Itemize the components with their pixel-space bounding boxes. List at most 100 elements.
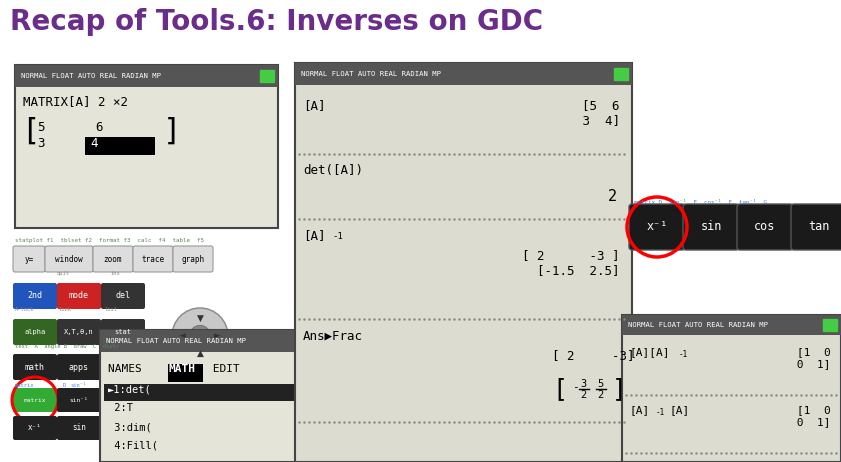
Text: D: D [63, 383, 66, 388]
Text: statplot f1  tblset f2  format f3  calc  f4  table  f5: statplot f1 tblset f2 format f3 calc f4 … [15, 238, 204, 243]
Circle shape [172, 308, 228, 364]
FancyBboxPatch shape [173, 246, 213, 272]
Text: ]: ] [612, 377, 627, 401]
Text: sin⁻¹: sin⁻¹ [70, 397, 88, 402]
Text: NAMES: NAMES [108, 364, 149, 374]
Text: ▼: ▼ [197, 314, 204, 323]
Text: stat: stat [114, 329, 131, 335]
Text: NORMAL FLOAT AUTO REAL RADIAN MP: NORMAL FLOAT AUTO REAL RADIAN MP [106, 338, 246, 344]
Text: [: [ [552, 377, 567, 401]
Text: 2: 2 [580, 390, 586, 400]
FancyBboxPatch shape [13, 319, 57, 345]
Text: ins: ins [110, 271, 120, 276]
Text: alpha: alpha [24, 329, 45, 335]
Text: sin⁻¹: sin⁻¹ [70, 383, 87, 388]
Text: 2nd: 2nd [28, 292, 43, 300]
Text: -1: -1 [656, 408, 665, 417]
Text: zoom: zoom [103, 255, 122, 263]
Text: MATRIX[A] 2 ×2: MATRIX[A] 2 ×2 [23, 95, 128, 108]
Bar [15, 65, 278, 87]
Text: ▲: ▲ [197, 349, 204, 358]
Text: NORMAL FLOAT AUTO REAL RADIAN MP: NORMAL FLOAT AUTO REAL RADIAN MP [21, 73, 161, 79]
Text: del: del [115, 292, 130, 300]
Text: [ 2     -3]: [ 2 -3] [552, 349, 634, 362]
Bar [295, 63, 632, 462]
Text: [A]: [A] [303, 99, 325, 112]
FancyBboxPatch shape [13, 283, 57, 309]
Text: 3:dim(: 3:dim( [108, 422, 151, 432]
FancyBboxPatch shape [57, 354, 101, 380]
Text: ]: ] [163, 117, 182, 146]
Bar [260, 70, 274, 82]
Text: -1: -1 [679, 350, 688, 359]
Text: trace: trace [141, 255, 165, 263]
Text: cos: cos [754, 220, 775, 233]
Text: NORMAL FLOAT AUTO REAL RADIAN MP: NORMAL FLOAT AUTO REAL RADIAN MP [628, 322, 768, 328]
FancyBboxPatch shape [101, 319, 145, 345]
Bar [85, 137, 155, 155]
Text: test  A  angle B  draw  C  distr: test A angle B draw C distr [15, 344, 119, 349]
FancyBboxPatch shape [57, 283, 101, 309]
Text: 2: 2 [597, 390, 603, 400]
Text: ►: ► [214, 332, 221, 340]
Text: MATH: MATH [169, 364, 196, 374]
Bar [168, 364, 203, 382]
FancyBboxPatch shape [683, 204, 739, 250]
FancyBboxPatch shape [13, 354, 57, 380]
Text: [5  6
 3  4]: [5 6 3 4] [575, 99, 620, 127]
Text: Ans▶Frac: Ans▶Frac [303, 329, 363, 342]
Text: sin: sin [701, 220, 722, 233]
Text: x⁻¹: x⁻¹ [28, 424, 42, 432]
Text: matrix: matrix [15, 383, 34, 388]
Text: 6: 6 [95, 121, 103, 134]
Bar [100, 330, 335, 352]
Text: 3: 3 [37, 137, 45, 150]
FancyBboxPatch shape [101, 283, 145, 309]
Text: 4:Fill(: 4:Fill( [108, 441, 158, 451]
Bar [100, 330, 335, 462]
FancyBboxPatch shape [791, 204, 841, 250]
Text: NORMAL FLOAT AUTO REAL RADIAN MP: NORMAL FLOAT AUTO REAL RADIAN MP [301, 71, 441, 77]
FancyBboxPatch shape [737, 204, 793, 250]
Text: sin: sin [72, 424, 86, 432]
Text: mode: mode [69, 292, 89, 300]
FancyBboxPatch shape [57, 416, 101, 440]
Text: 4: 4 [90, 137, 98, 150]
FancyBboxPatch shape [13, 246, 45, 272]
Bar [104, 384, 331, 401]
Circle shape [189, 325, 210, 346]
Text: graph: graph [182, 255, 204, 263]
FancyBboxPatch shape [93, 246, 133, 272]
Text: apps: apps [69, 363, 89, 371]
Text: 2:T: 2:T [108, 403, 133, 413]
FancyBboxPatch shape [629, 204, 685, 250]
Bar [15, 65, 278, 228]
Text: [A]: [A] [630, 405, 650, 415]
Text: link: link [59, 307, 72, 312]
Text: EDIT: EDIT [206, 364, 240, 374]
Text: quit: quit [56, 271, 70, 276]
Text: ◄: ◄ [179, 332, 186, 340]
Text: [1  0
 0  1]: [1 0 0 1] [791, 347, 831, 369]
Bar [622, 315, 841, 335]
Text: [ 2      -3 ]
[-1.5  2.5]: [ 2 -3 ] [-1.5 2.5] [522, 249, 620, 277]
Text: X,T,θ,n: X,T,θ,n [64, 329, 94, 335]
Text: ►1:det(: ►1:det( [108, 384, 151, 394]
Bar [614, 68, 628, 80]
Text: [A]: [A] [670, 405, 690, 415]
Text: [: [ [21, 117, 40, 146]
Bar [317, 335, 331, 347]
Text: A-lock: A-lock [15, 307, 34, 312]
Text: [1  0
 0  1]: [1 0 0 1] [791, 405, 831, 426]
Text: matrix: matrix [24, 397, 46, 402]
Bar [823, 319, 837, 331]
Text: [A]: [A] [303, 229, 325, 242]
FancyBboxPatch shape [45, 246, 93, 272]
Text: x⁻¹: x⁻¹ [647, 220, 668, 233]
Text: window: window [56, 255, 83, 263]
FancyBboxPatch shape [133, 246, 173, 272]
Text: 5: 5 [37, 121, 45, 134]
Text: 3: 3 [580, 379, 586, 389]
Bar [295, 63, 632, 85]
Text: [A][A]: [A][A] [630, 347, 670, 357]
